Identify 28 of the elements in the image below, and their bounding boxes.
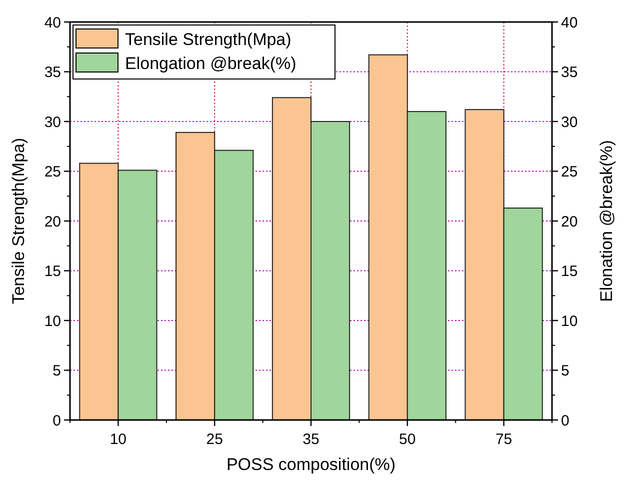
- x-axis-title: POSS composition(%): [226, 455, 396, 474]
- y-tick-label: 15: [44, 263, 61, 280]
- y-tick-label: 35: [44, 64, 61, 81]
- y2-tick-label: 15: [561, 263, 578, 280]
- y2-tick-label: 25: [561, 164, 578, 180]
- x-tick-label: 75: [495, 431, 512, 448]
- y-tick-label: 10: [44, 312, 61, 330]
- y-tick-label: 5: [52, 362, 61, 380]
- legend-label: Elongation @break(%): [125, 54, 296, 73]
- y2-axis-title: Elonation @break(%): [597, 140, 616, 302]
- y2-tick-label: 20: [561, 213, 578, 230]
- y-tick-label: 30: [44, 114, 61, 131]
- y2-tick-label: 5: [561, 362, 570, 380]
- y-tick-label: 0: [52, 412, 61, 430]
- y-axis-title: Tensile Strength(Mpa): [9, 138, 28, 304]
- y2-tick-label: 40: [561, 14, 578, 32]
- y-tick-label: 25: [44, 164, 61, 180]
- y-tick-label: 20: [44, 213, 61, 230]
- x-tick-label: 35: [302, 431, 320, 448]
- y2-tick-label: 10: [561, 312, 578, 330]
- y2-tick-label: 0: [561, 412, 570, 430]
- y2-tick-label: 35: [561, 64, 578, 81]
- x-tick-label: 10: [110, 431, 127, 448]
- x-tick-label: 50: [399, 431, 416, 448]
- y-tick-label: 40: [44, 14, 61, 32]
- legend-label: Tensile Strength(Mpa): [125, 30, 292, 49]
- y2-tick-label: 30: [561, 114, 578, 131]
- x-tick-label: 25: [206, 431, 223, 448]
